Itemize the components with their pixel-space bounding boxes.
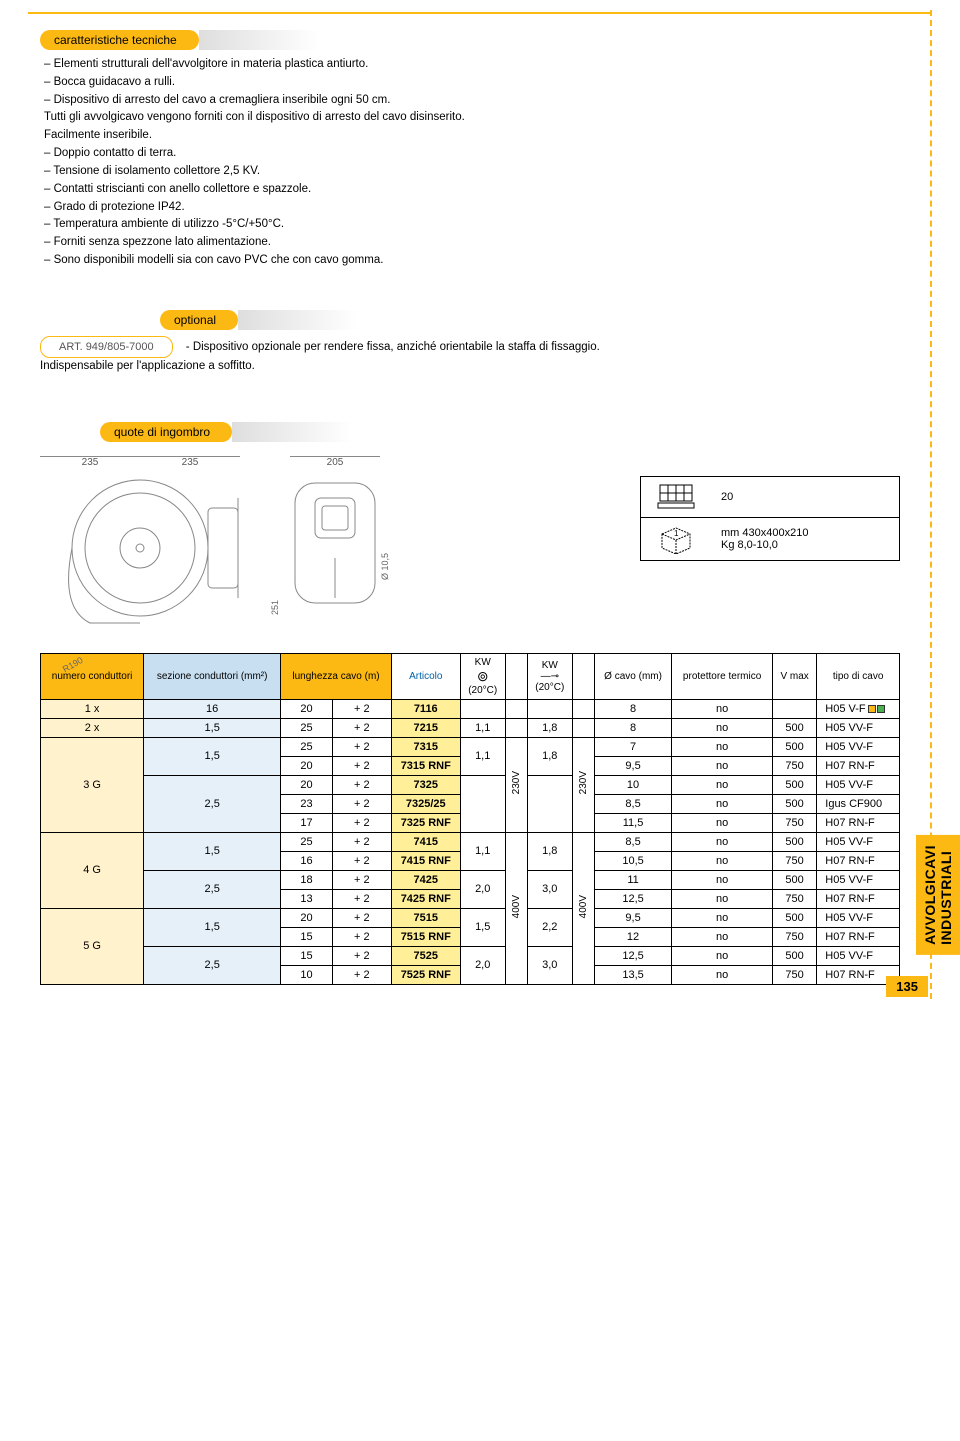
optional-text1: - Dispositivo opzionale per rendere fiss… (186, 341, 600, 353)
bullet-item: – Elementi strutturali dell'avvolgitore … (40, 56, 900, 74)
heading-optional: optional (160, 310, 238, 330)
th-diam: Ø cavo (mm) (594, 653, 671, 699)
section-caratteristiche: caratteristiche tecniche – Elementi stru… (40, 30, 900, 270)
th-tipo: tipo di cavo (817, 653, 900, 699)
bullet-item: – Sono disponibili modelli sia con cavo … (40, 252, 900, 270)
bullets-list: – Elementi strutturali dell'avvolgitore … (40, 56, 900, 270)
table-row: 2,518+ 274252,03,011no500H05 VV-F (41, 870, 900, 889)
optional-art: ART. 949/805-7000 (40, 336, 173, 359)
table-row: 1 x1620+ 271168noH05 V-F (41, 699, 900, 718)
th-articolo: Articolo (391, 653, 460, 699)
table-row: 5 G1,520+ 275151,52,29,5no500H05 VV-F (41, 908, 900, 927)
bullet-item: – Forniti senza spezzone lato alimentazi… (40, 234, 900, 252)
svg-text:1: 1 (674, 529, 679, 538)
bullet-item: Facilmente inseribile. (40, 127, 900, 145)
package-info: 20 1 mm 430x400x210 Kg 8,0-10,0 (640, 476, 900, 561)
section-optional: optional ART. 949/805-7000 - Dispositivo… (40, 310, 900, 376)
pallet-icon (641, 477, 711, 517)
heading-caratteristiche: caratteristiche tecniche (40, 30, 199, 50)
table-row: 2 x1,525+ 272151,11,88no500H05 VV-F (41, 718, 900, 737)
th-numero: numero conduttori (41, 653, 144, 699)
th-lunghezza: lunghezza cavo (m) (281, 653, 392, 699)
bullet-item: – Temperatura ambiente di utilizzo -5°C/… (40, 216, 900, 234)
page-number: 135 (886, 976, 928, 997)
side-tab: AVVOLGICAVIINDUSTRIALI (916, 835, 960, 955)
th-vmax: V max (772, 653, 816, 699)
package-qty: 20 (711, 485, 899, 509)
line-icon: —⊸ (533, 671, 567, 682)
bullet-item: – Bocca guidacavo a rulli. (40, 74, 900, 92)
heading-quote: quote di ingombro (100, 422, 232, 442)
box-icon: 1 (641, 518, 711, 560)
spec-table: numero conduttori sezione conduttori (mm… (40, 653, 900, 985)
section-quote: quote di ingombro 235 235 R190 (40, 422, 900, 625)
th-sezione: sezione conduttori (mm²) (144, 653, 281, 699)
package-weight: Kg 8,0-10,0 (721, 539, 889, 551)
bullet-item: – Doppio contatto di terra. (40, 145, 900, 163)
table-row: 4 G1,525+ 274151,1400V1,8400V8,5no500H05… (41, 832, 900, 851)
bullet-item: – Contatti striscianti con anello collet… (40, 181, 900, 199)
th-prot: protettore termico (672, 653, 773, 699)
bullet-item: Tutti gli avvolgicavo vengono forniti co… (40, 109, 900, 127)
package-dims: mm 430x400x210 (721, 527, 889, 539)
drawing-side: 205 Ø 10,5 251 (280, 456, 390, 615)
table-row: 3 G1,525+ 273151,1230V1,8230V7no500H05 V… (41, 737, 900, 756)
drawing-front: 235 235 R190 (40, 456, 250, 625)
drawing-svg-front (40, 468, 250, 628)
coil-icon: ⊚ (466, 668, 500, 685)
drawing-svg-side (280, 468, 390, 618)
table-row: 2,515+ 275252,03,012,5no500H05 VV-F (41, 946, 900, 965)
bullet-item: – Grado di protezione IP42. (40, 199, 900, 217)
bullet-item: – Tensione di isolamento collettore 2,5 … (40, 163, 900, 181)
table-row: 2,520+ 2732510no500H05 VV-F (41, 775, 900, 794)
bullet-item: – Dispositivo di arresto del cavo a crem… (40, 92, 900, 110)
optional-text2: Indispensabile per l'applicazione a soff… (40, 360, 255, 372)
